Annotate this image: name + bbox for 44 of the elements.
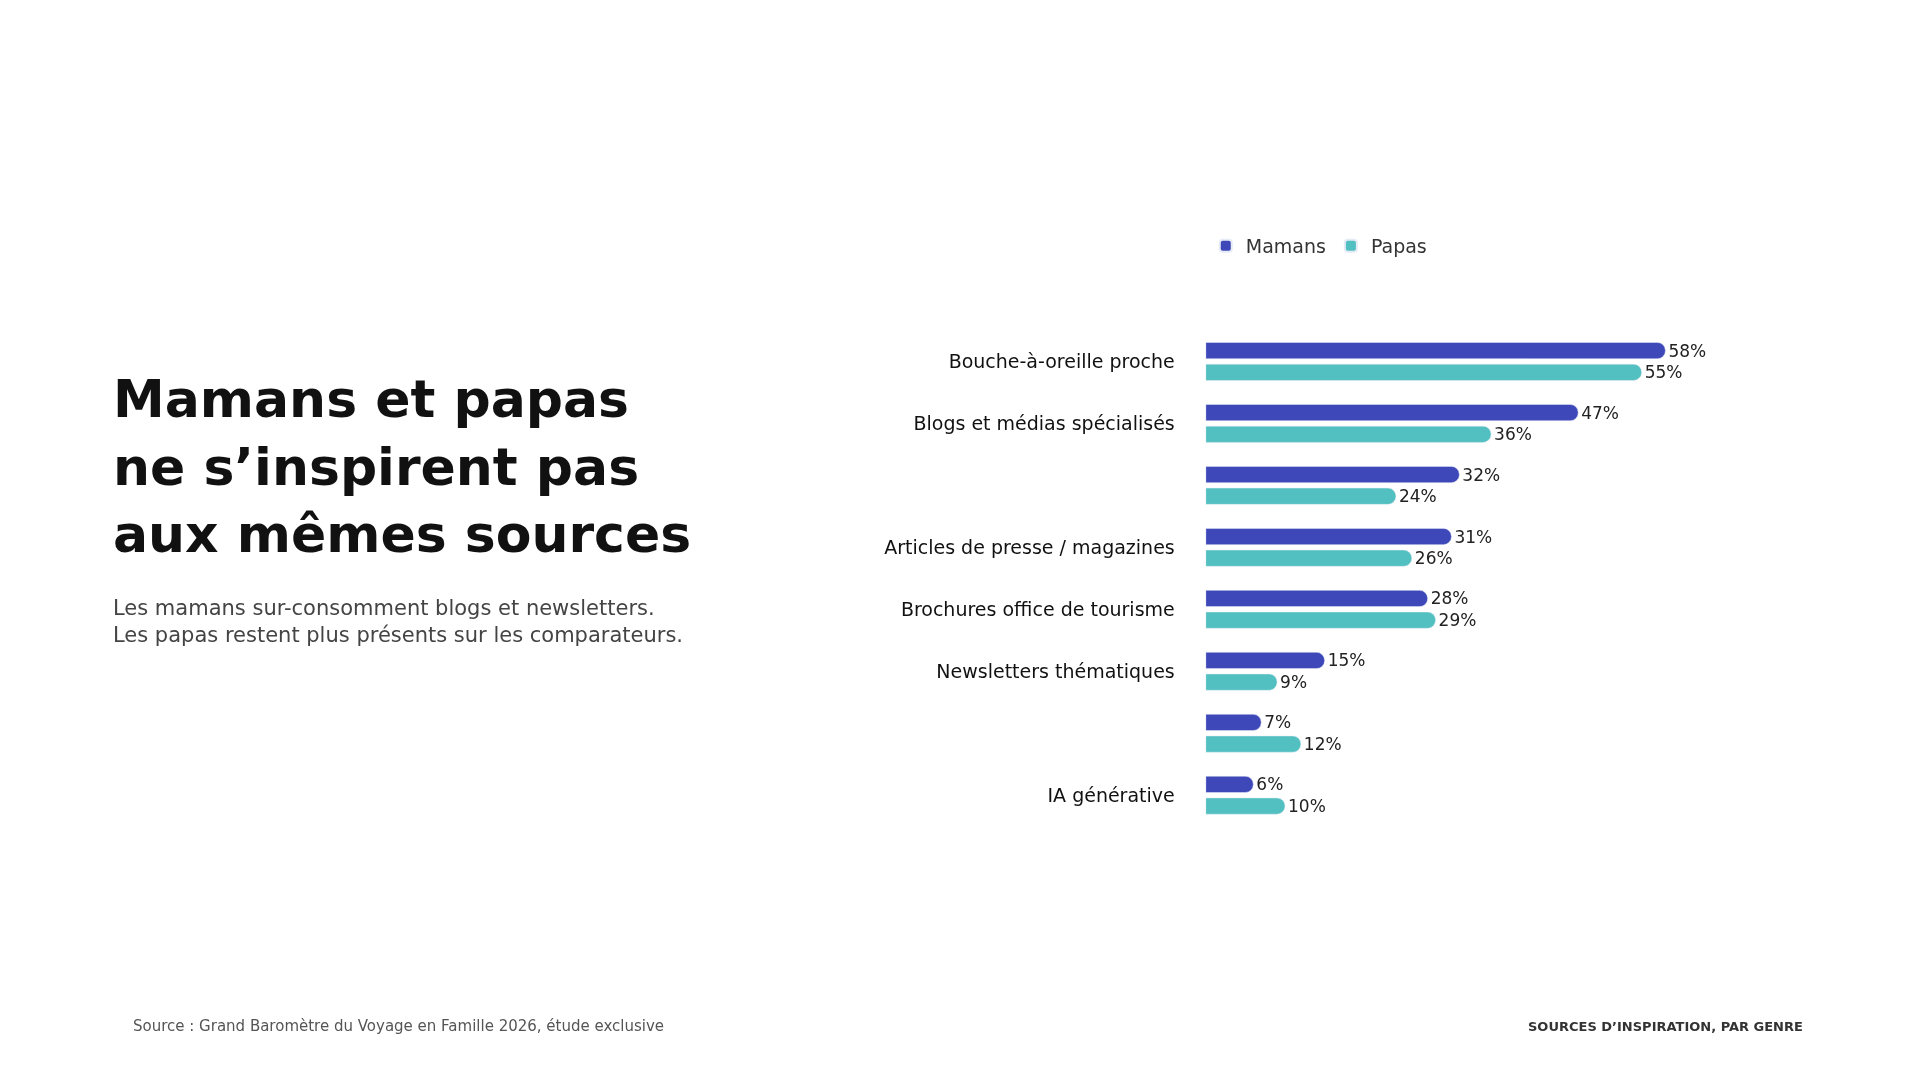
data-label: 58% [1668,340,1707,361]
bar [1205,611,1436,629]
bar [1205,342,1666,359]
data-label: 29% [1438,610,1477,631]
data-label: 12% [1303,734,1342,755]
source-note: Source : Grand Baromètre du Voyage en Famille 2026, étude exclusive [133,1017,665,1035]
data-label: 32% [1462,464,1501,485]
y-tick-label: IA générative [1047,783,1175,806]
data-label: 6% [1256,774,1284,795]
data-label: 24% [1398,486,1437,507]
legend-label: Papas [1370,235,1427,258]
data-label: 31% [1454,526,1493,547]
data-label: 47% [1581,402,1620,423]
bar [1205,425,1492,443]
data-label: 7% [1264,712,1292,733]
y-tick-label: Newsletters thématiques [936,659,1175,682]
bar [1205,528,1452,545]
text: Les mamans sur-consomment blogs et newsletters. Les papas restent plus présents sur les comparateurs. [113,596,684,648]
data-label: 28% [1430,588,1469,609]
bar [1205,466,1460,483]
data-label: 55% [1644,362,1683,383]
bar [1205,797,1286,815]
data-label: 15% [1327,650,1366,671]
text: Mamans et papas ne s’inspirent pas aux mêmes sources [113,369,692,565]
bar [1205,404,1579,421]
bar [1205,652,1325,669]
data-label: 26% [1414,548,1453,569]
y-tick-label: Blogs et médias spécialisés [913,412,1175,435]
bar [1205,714,1262,731]
y-tick-label: Articles de presse / magazines [884,536,1175,559]
bar [1205,590,1428,607]
bar [1205,673,1278,691]
bar [1205,549,1413,567]
bar [1205,487,1397,505]
bar [1205,735,1302,753]
legend-label: Mamans [1245,235,1326,258]
source-note: SOURCES D’INSPIRATION, PAR GENRE [1528,1019,1803,1034]
bar [1205,363,1642,381]
data-label: 9% [1280,672,1308,693]
data-label: 36% [1494,424,1532,445]
y-tick-label: Brochures office de tourisme [900,597,1175,620]
bar [1205,775,1254,793]
y-tick-label: Bouche-à-oreille proche [948,350,1175,373]
data-label: 10% [1288,796,1326,817]
